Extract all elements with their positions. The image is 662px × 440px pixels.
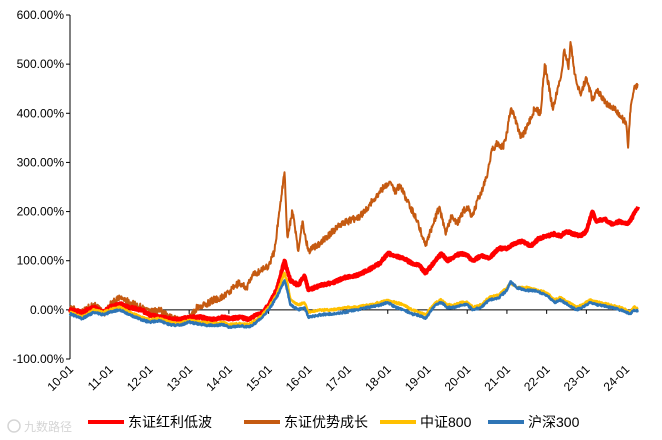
y-tick-label: 600.00% [17, 8, 65, 22]
y-tick-label: 300.00% [17, 155, 65, 169]
legend-label: 沪深300 [528, 414, 580, 430]
x-tick-label: 19-01 [402, 362, 434, 394]
x-tick-label: 17-01 [323, 362, 355, 394]
series-line [69, 41, 639, 324]
x-tick-label: 11-01 [85, 362, 116, 393]
x-tick-label: 13-01 [164, 362, 196, 394]
x-tick-label: 22-01 [521, 362, 553, 394]
x-tick-label: 24-01 [601, 362, 633, 394]
plot-area [68, 41, 640, 329]
y-tick-label: 0.00% [30, 303, 64, 317]
y-tick-label: -100.00% [13, 352, 65, 366]
legend-label: 中证800 [420, 414, 472, 430]
y-tick-label: 200.00% [17, 205, 65, 219]
y-tick-label: 400.00% [17, 106, 65, 120]
series-line [68, 206, 640, 323]
watermark-logo-icon [7, 419, 21, 433]
x-tick-label: 16-01 [283, 362, 315, 394]
x-tick-label: 10-01 [45, 362, 77, 394]
legend-label: 东证红利低波 [128, 414, 212, 430]
y-tick-label: 100.00% [17, 254, 65, 268]
watermark: 九数路径 [7, 419, 72, 434]
x-tick-label: 21-01 [481, 362, 513, 394]
x-tick-label: 20-01 [442, 362, 474, 394]
x-tick-label: 12-01 [124, 362, 156, 394]
y-tick-label: 500.00% [17, 57, 65, 71]
legend-label: 东证优势成长 [284, 414, 368, 430]
series-line [68, 279, 639, 329]
x-axis-ticks: 10-01 11-01 12-01 13-01 14-01 15-01 16-01 17-01… [45, 309, 633, 394]
watermark-text: 九数路径 [24, 419, 72, 434]
legend: 东证红利低波 东证优势成长 中证800 沪深300 [88, 414, 580, 430]
y-axis-ticks: 600.00% 500.00% 400.00% 300.00% 200.00% 100.0… [13, 8, 70, 366]
x-tick-label: 15-01 [243, 362, 275, 394]
x-tick-label: 23-01 [561, 362, 593, 394]
x-tick-label: 14-01 [203, 362, 235, 394]
x-tick-label: 18-01 [362, 362, 394, 394]
